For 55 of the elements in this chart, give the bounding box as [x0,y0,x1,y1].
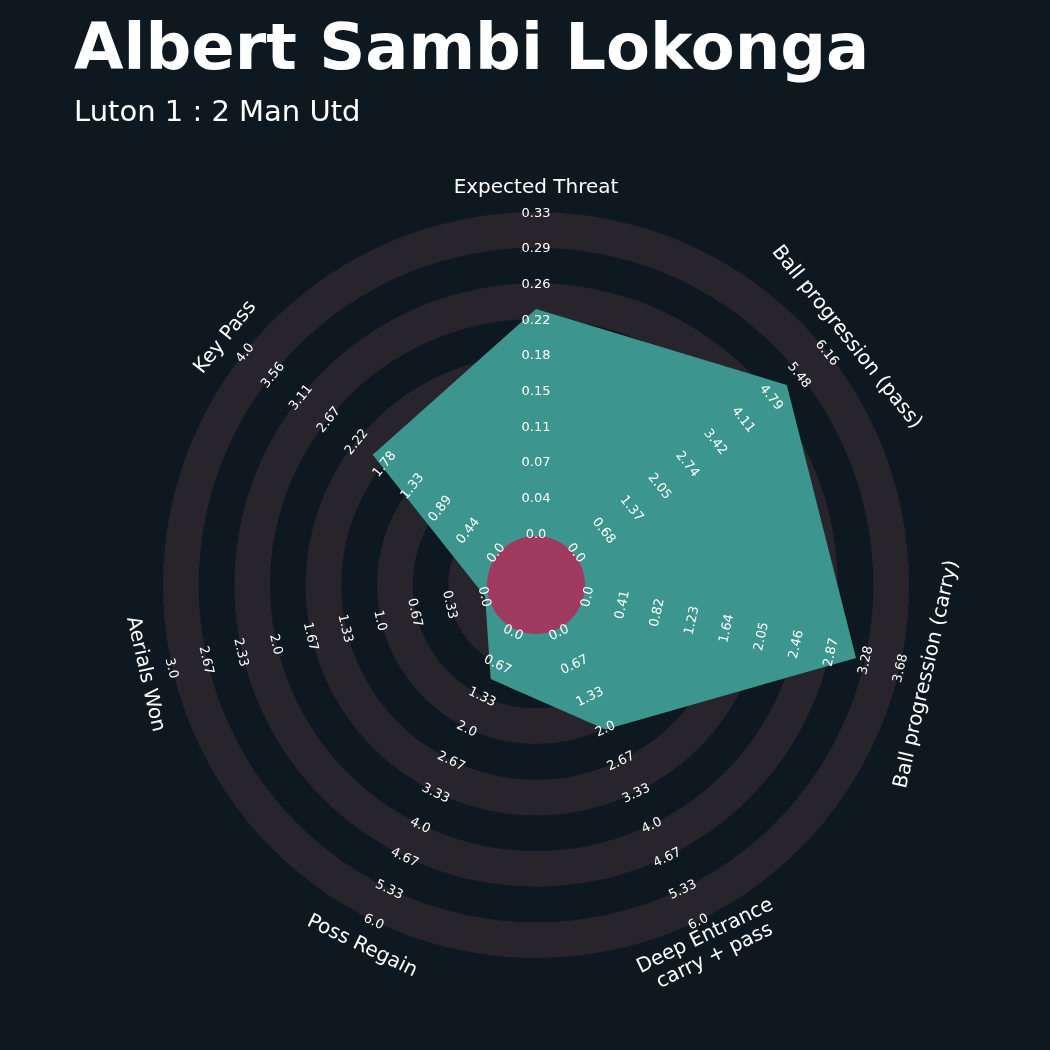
text: 0.33 [439,588,462,621]
text: 2.67 [435,747,468,774]
text: 1.64 [715,612,737,645]
text: 1.67 [300,620,322,653]
text: 0.0 [525,525,547,541]
text: 1.23 [680,604,702,637]
text: 2.05 [750,620,772,653]
text: 3.33 [419,779,453,806]
text: 0.0 [577,584,597,609]
text: 0.29 [521,240,551,256]
text: 0.0 [564,539,589,566]
text: 0.11 [521,418,551,434]
text: 0.33 [521,204,551,220]
chart-title: Albert Sambi Lokonga [74,10,870,84]
text: 1.33 [573,683,606,710]
text: 5.33 [666,875,699,903]
text: 0.67 [481,650,515,678]
text: 4.0 [407,813,434,836]
text: 2.87 [819,636,841,668]
text: 0.41 [610,588,633,621]
text: 2.0 [592,717,618,740]
text: 2.33 [231,636,253,668]
text: 0.0 [475,584,495,609]
text: 0.82 [645,596,667,629]
chart-subtitle: Luton 1 : 2 Man Utd [74,94,361,128]
text: 0.26 [521,275,551,291]
text: 5.33 [373,875,406,903]
text: 3.33 [619,779,653,806]
text: 0.67 [557,650,591,678]
text: 4.0 [638,813,665,836]
text: 1.33 [335,612,357,645]
text: 3.28 [854,644,876,676]
text: 0.04 [521,489,551,505]
text: 3.68 [889,652,911,684]
text: 4.67 [388,843,422,870]
text: 2.0 [267,632,287,656]
text: 2.0 [454,717,480,740]
text: 0.0 [500,620,526,644]
text: 3.0 [162,656,182,680]
text: 1.0 [371,608,391,633]
text: 2.67 [604,747,637,774]
text: 0.18 [521,347,551,363]
text: 0.15 [521,382,551,398]
text: 0.07 [521,454,551,470]
text: 2.46 [784,628,806,660]
text: 0.0 [546,620,572,644]
text: 0.22 [521,311,551,327]
text: 4.0 [232,339,257,366]
spoke-label: Expected Threat [453,174,619,198]
text: 6.0 [361,909,387,933]
text: 1.33 [466,683,499,710]
text: 0.67 [405,596,427,629]
text: 2.67 [196,644,218,676]
text: 0.0 [483,539,508,566]
text: 4.67 [650,843,684,870]
